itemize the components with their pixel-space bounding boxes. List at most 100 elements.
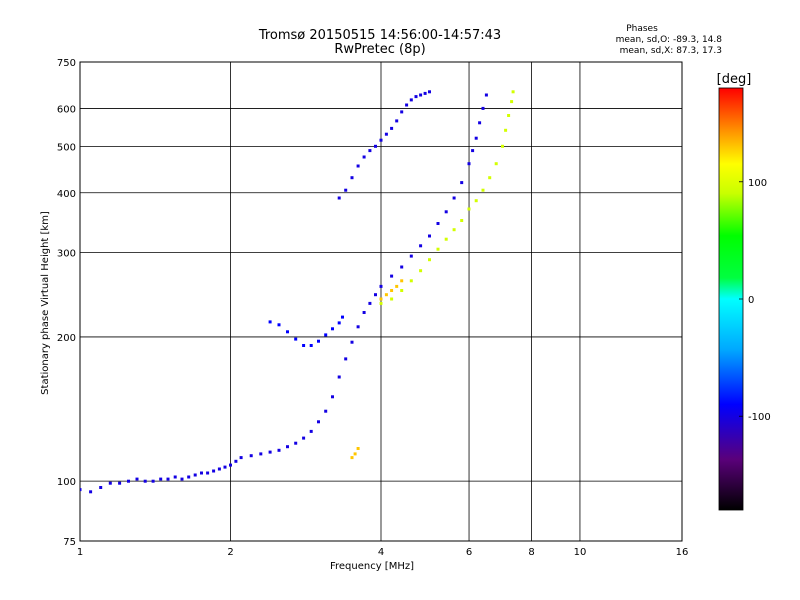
y-tick-label: 100 bbox=[57, 477, 76, 488]
data-point bbox=[494, 162, 498, 166]
data-point bbox=[187, 475, 191, 479]
data-point bbox=[460, 181, 464, 185]
data-point bbox=[317, 420, 320, 424]
data-point bbox=[481, 106, 485, 110]
data-point bbox=[286, 330, 289, 334]
data-point bbox=[400, 110, 404, 114]
data-point bbox=[419, 269, 423, 273]
data-point bbox=[501, 144, 504, 148]
data-point bbox=[331, 327, 334, 331]
data-point bbox=[118, 481, 122, 485]
data-point bbox=[390, 126, 394, 130]
data-point bbox=[510, 100, 514, 104]
data-point bbox=[99, 486, 103, 489]
data-point bbox=[294, 441, 298, 445]
data-point bbox=[368, 301, 372, 305]
data-point bbox=[223, 465, 227, 469]
data-point bbox=[159, 477, 163, 481]
data-point bbox=[356, 164, 360, 168]
data-point bbox=[337, 196, 341, 200]
data-point bbox=[259, 452, 263, 456]
data-point bbox=[405, 103, 409, 107]
data-point bbox=[239, 456, 243, 460]
data-point bbox=[317, 339, 320, 343]
data-point bbox=[173, 475, 177, 479]
data-point bbox=[414, 95, 418, 99]
data-point bbox=[436, 222, 440, 225]
data-point bbox=[400, 279, 404, 283]
data-point bbox=[286, 445, 289, 449]
data-point bbox=[302, 436, 306, 440]
data-point bbox=[400, 289, 404, 292]
data-point bbox=[362, 311, 366, 314]
chart-subtitle: RwPretec (8p) bbox=[334, 42, 425, 57]
data-point bbox=[362, 155, 366, 159]
data-point bbox=[390, 289, 394, 292]
data-point bbox=[277, 448, 281, 452]
data-point bbox=[444, 237, 448, 241]
data-point bbox=[268, 450, 272, 454]
data-point bbox=[511, 90, 515, 94]
colorbar-tick-label: -100 bbox=[748, 412, 771, 423]
data-point bbox=[234, 459, 238, 463]
data-point bbox=[309, 344, 313, 347]
data-point bbox=[428, 90, 431, 94]
data-point bbox=[504, 128, 508, 132]
x-tick-label: 16 bbox=[676, 547, 689, 558]
data-point bbox=[452, 228, 456, 232]
data-point bbox=[350, 176, 354, 180]
data-point bbox=[337, 375, 341, 379]
data-point bbox=[467, 162, 471, 166]
data-point bbox=[444, 210, 448, 214]
data-point bbox=[395, 119, 399, 123]
data-point bbox=[350, 340, 354, 344]
data-point bbox=[324, 409, 328, 413]
y-tick-label: 500 bbox=[57, 142, 76, 153]
data-point bbox=[337, 321, 341, 325]
data-point bbox=[384, 293, 388, 297]
x-tick-label: 6 bbox=[466, 547, 472, 558]
data-point bbox=[229, 463, 232, 467]
data-point bbox=[180, 477, 184, 481]
data-point bbox=[294, 337, 298, 341]
data-point bbox=[143, 479, 147, 483]
data-point bbox=[166, 477, 170, 481]
data-point bbox=[395, 284, 399, 288]
data-point bbox=[474, 136, 478, 140]
data-point bbox=[400, 265, 404, 269]
data-point bbox=[428, 234, 431, 238]
stats-o-line: mean, sd,O: -89.3, 14.8 bbox=[616, 35, 723, 45]
data-point bbox=[331, 395, 334, 399]
x-tick-label: 1 bbox=[77, 547, 83, 558]
y-tick-label: 600 bbox=[57, 104, 76, 115]
data-point bbox=[135, 477, 139, 481]
data-point bbox=[108, 481, 112, 485]
y-axis-label: Stationary phase Virtual Height [km] bbox=[40, 211, 51, 395]
data-point bbox=[390, 274, 394, 278]
data-point bbox=[277, 323, 281, 327]
data-point bbox=[344, 357, 348, 361]
data-point bbox=[353, 452, 357, 456]
data-point bbox=[368, 149, 372, 153]
data-point bbox=[374, 144, 377, 148]
data-point bbox=[471, 149, 475, 153]
stats-header: Phases bbox=[626, 24, 658, 34]
data-point bbox=[374, 293, 377, 297]
data-point bbox=[379, 297, 383, 301]
data-point bbox=[409, 98, 413, 102]
data-point bbox=[460, 219, 464, 222]
data-point bbox=[212, 469, 216, 473]
data-point bbox=[200, 471, 203, 475]
data-point bbox=[384, 132, 388, 136]
axis-ticks: 1 2 4 6 8 10 16 75 100 200 300 400 500 600 750 bbox=[57, 58, 688, 558]
data-point bbox=[507, 114, 511, 117]
data-point bbox=[409, 254, 413, 258]
data-point bbox=[478, 121, 482, 125]
data-point bbox=[206, 471, 210, 475]
plot-frame bbox=[79, 61, 683, 542]
data-point bbox=[419, 93, 423, 97]
y-tick-label: 400 bbox=[57, 189, 76, 200]
grid bbox=[79, 61, 683, 542]
data-point bbox=[409, 279, 413, 283]
y-tick-label: 200 bbox=[57, 333, 76, 344]
